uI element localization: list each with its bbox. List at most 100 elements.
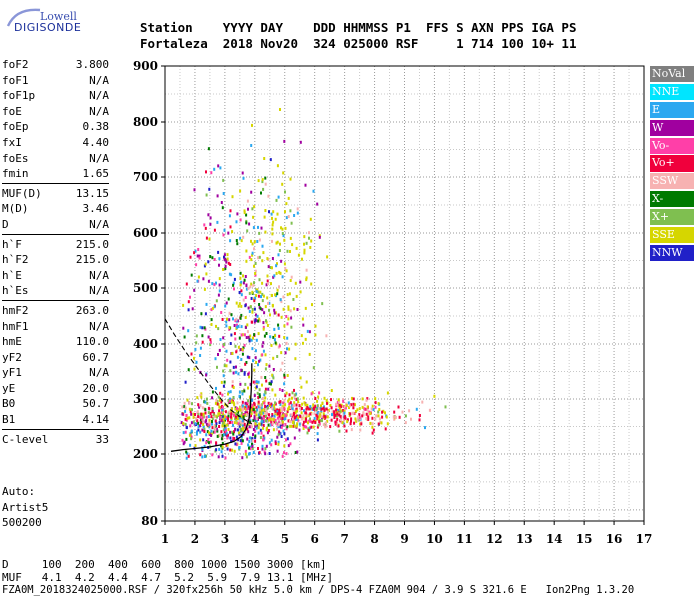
echo-point bbox=[278, 334, 281, 338]
echo-point bbox=[365, 398, 368, 402]
echo-point bbox=[256, 288, 259, 292]
echo-point bbox=[283, 373, 286, 377]
echo-point bbox=[317, 417, 320, 421]
echo-point bbox=[247, 335, 250, 339]
oblique-trace-line bbox=[164, 318, 253, 425]
echo-point bbox=[252, 405, 255, 409]
echo-point bbox=[281, 389, 284, 392]
echo-point bbox=[272, 428, 275, 432]
echo-point bbox=[308, 426, 311, 430]
parameter-panel: foF2 3.800 foF1 N/A foF1p N/A foE N/A foEp 0.38 fx… bbox=[2, 57, 109, 447]
echo-point bbox=[240, 333, 243, 337]
echo-point bbox=[221, 421, 224, 425]
param-label: yE bbox=[2, 381, 16, 395]
echo-point bbox=[300, 411, 303, 415]
echo-point bbox=[195, 341, 198, 345]
echo-point bbox=[185, 418, 188, 422]
echo-point bbox=[235, 220, 238, 224]
echo-point bbox=[239, 348, 242, 352]
echo-point bbox=[291, 417, 294, 421]
echo-point bbox=[324, 425, 327, 429]
echo-point bbox=[230, 411, 233, 414]
echo-point bbox=[236, 355, 239, 359]
param-divider bbox=[2, 233, 109, 235]
echo-point bbox=[285, 202, 288, 206]
echo-point bbox=[260, 422, 263, 426]
echo-point bbox=[306, 406, 309, 409]
echo-point bbox=[284, 351, 287, 355]
echo-point bbox=[281, 232, 284, 235]
echo-point bbox=[306, 431, 309, 435]
echo-point bbox=[257, 400, 260, 404]
echo-point bbox=[221, 405, 224, 409]
echo-point bbox=[305, 276, 308, 280]
echo-point bbox=[228, 399, 231, 403]
echo-point bbox=[240, 239, 243, 243]
echo-point bbox=[273, 274, 276, 278]
echo-point bbox=[284, 403, 287, 407]
echo-point bbox=[224, 264, 227, 268]
echo-point bbox=[253, 416, 256, 420]
echo-point bbox=[182, 442, 185, 446]
echo-point bbox=[189, 443, 192, 447]
echo-point bbox=[195, 416, 197, 420]
echo-point bbox=[371, 416, 374, 420]
echo-point bbox=[251, 437, 254, 441]
legend-item: NNW bbox=[650, 244, 694, 261]
echo-point bbox=[316, 417, 319, 421]
echo-point bbox=[219, 415, 221, 419]
echo-point bbox=[374, 401, 377, 405]
echo-point bbox=[257, 405, 260, 409]
echo-point bbox=[199, 325, 202, 329]
echo-point bbox=[346, 420, 349, 424]
echo-point bbox=[227, 390, 230, 394]
echo-point bbox=[289, 236, 292, 240]
echo-point bbox=[282, 295, 285, 299]
echo-point bbox=[281, 423, 284, 427]
echo-point bbox=[245, 287, 248, 291]
echo-point bbox=[404, 421, 407, 425]
echo-point bbox=[335, 408, 338, 412]
echo-point bbox=[289, 209, 292, 213]
param-row: fxI 4.40 bbox=[2, 135, 109, 151]
echo-point bbox=[275, 198, 278, 202]
echo-point bbox=[184, 422, 187, 426]
echo-point bbox=[262, 420, 265, 423]
echo-point bbox=[374, 417, 377, 421]
echo-point bbox=[238, 416, 241, 420]
echo-point bbox=[211, 453, 214, 457]
echo-point bbox=[367, 417, 370, 421]
param-label: foF1 bbox=[2, 73, 29, 87]
param-label: yF2 bbox=[2, 350, 22, 364]
echo-point bbox=[289, 177, 292, 181]
echo-point bbox=[269, 404, 271, 408]
y-tick-label: 500 bbox=[133, 281, 158, 295]
echo-point bbox=[186, 398, 189, 402]
echo-point bbox=[188, 407, 191, 411]
echo-point bbox=[338, 400, 340, 403]
echo-point bbox=[206, 401, 209, 405]
echo-point bbox=[263, 157, 266, 160]
echo-point bbox=[278, 410, 280, 414]
echo-point bbox=[184, 430, 187, 434]
echo-point bbox=[343, 424, 346, 428]
echo-point bbox=[234, 407, 237, 411]
echo-point bbox=[264, 412, 267, 416]
echo-point bbox=[280, 315, 283, 319]
echo-point bbox=[286, 437, 289, 441]
echo-point bbox=[241, 392, 244, 396]
echo-point bbox=[227, 392, 229, 396]
echo-point bbox=[314, 405, 317, 409]
echo-point bbox=[238, 446, 241, 450]
echo-point bbox=[288, 393, 291, 397]
echo-point bbox=[277, 425, 280, 429]
echo-point bbox=[201, 406, 204, 410]
x-tick-label: 13 bbox=[516, 532, 533, 546]
echo-point bbox=[240, 406, 243, 410]
echo-point bbox=[253, 394, 256, 398]
echo-point bbox=[212, 413, 215, 417]
echo-point bbox=[318, 406, 321, 410]
echo-point bbox=[249, 436, 252, 440]
echo-point bbox=[272, 368, 275, 371]
echo-point bbox=[254, 429, 257, 433]
